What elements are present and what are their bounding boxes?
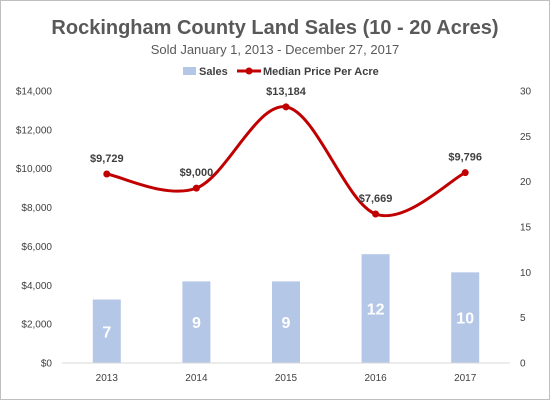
right-axis-tick-label: 15: [520, 223, 532, 234]
price-markers: [103, 103, 469, 218]
left-axis-tick-label: $4,000: [21, 281, 52, 292]
price-label: $7,669: [359, 193, 393, 205]
price-labels: $9,729 $9,000 $13,184 $7,669 $9,796: [90, 86, 482, 205]
x-axis-tick-label: 2017: [454, 373, 477, 384]
legend-label-sales: Sales: [199, 66, 228, 78]
price-marker: [461, 169, 469, 177]
sales-bar-labels: 7 9 9 12 10: [102, 302, 474, 342]
x-axis-tick-label: 2014: [185, 373, 208, 384]
left-axis-tick-label: $0: [41, 359, 53, 370]
right-axis-tick-label: 5: [520, 313, 526, 324]
sales-bar: [272, 281, 300, 363]
left-axis-tick-label: $8,000: [21, 203, 52, 214]
price-marker: [103, 170, 111, 178]
price-marker: [192, 184, 200, 192]
sales-bar-label: 7: [102, 324, 111, 341]
sales-bar: [451, 272, 480, 363]
chart-subtitle: Sold January 1, 2013 - December 27, 2017: [151, 42, 400, 57]
left-axis-tick-label: $6,000: [21, 242, 52, 253]
right-axis: 0 5 10 15 20 25 30: [520, 87, 532, 370]
sales-bar-label: 9: [192, 315, 201, 332]
sales-bars: [92, 254, 480, 363]
legend: Sales Median Price Per Acre: [183, 66, 379, 78]
x-axis-tick-label: 2013: [96, 373, 119, 384]
price-marker: [372, 210, 380, 218]
legend-marker-price: [245, 67, 253, 75]
sales-bar-label: 12: [367, 302, 385, 319]
left-axis-tick-label: $10,000: [16, 164, 53, 175]
price-line: [106, 105, 466, 218]
sales-bar: [361, 254, 390, 363]
left-axis: $0 $2,000 $4,000 $6,000 $8,000 $10,000 $12,000…: [16, 87, 53, 370]
price-label: $9,796: [448, 152, 482, 164]
sales-bar-label: 9: [282, 315, 291, 332]
sales-bar-label: 10: [456, 311, 474, 328]
price-label: $9,000: [180, 167, 214, 179]
right-axis-tick-label: 30: [520, 87, 532, 98]
right-axis-tick-label: 20: [520, 177, 532, 188]
x-axis-tick-label: 2015: [275, 373, 298, 384]
x-axis: 2013 2014 2015 2016 2017: [96, 373, 477, 384]
legend-swatch-sales: [183, 67, 196, 75]
x-axis-tick-label: 2016: [364, 373, 387, 384]
right-axis-tick-label: 0: [520, 359, 526, 370]
right-axis-tick-label: 10: [520, 268, 532, 279]
sales-bar: [92, 299, 121, 363]
legend-label-price: Median Price Per Acre: [263, 66, 379, 78]
price-label: $13,184: [266, 86, 307, 98]
right-axis-tick-label: 25: [520, 132, 532, 143]
price-marker: [282, 103, 290, 111]
left-axis-tick-label: $14,000: [16, 87, 53, 98]
left-axis-tick-label: $2,000: [21, 320, 52, 331]
sales-bar: [182, 281, 211, 363]
chart-title: Rockingham County Land Sales (10 - 20 Ac…: [51, 17, 498, 39]
left-axis-tick-label: $12,000: [16, 125, 53, 136]
price-label: $9,729: [90, 153, 124, 165]
